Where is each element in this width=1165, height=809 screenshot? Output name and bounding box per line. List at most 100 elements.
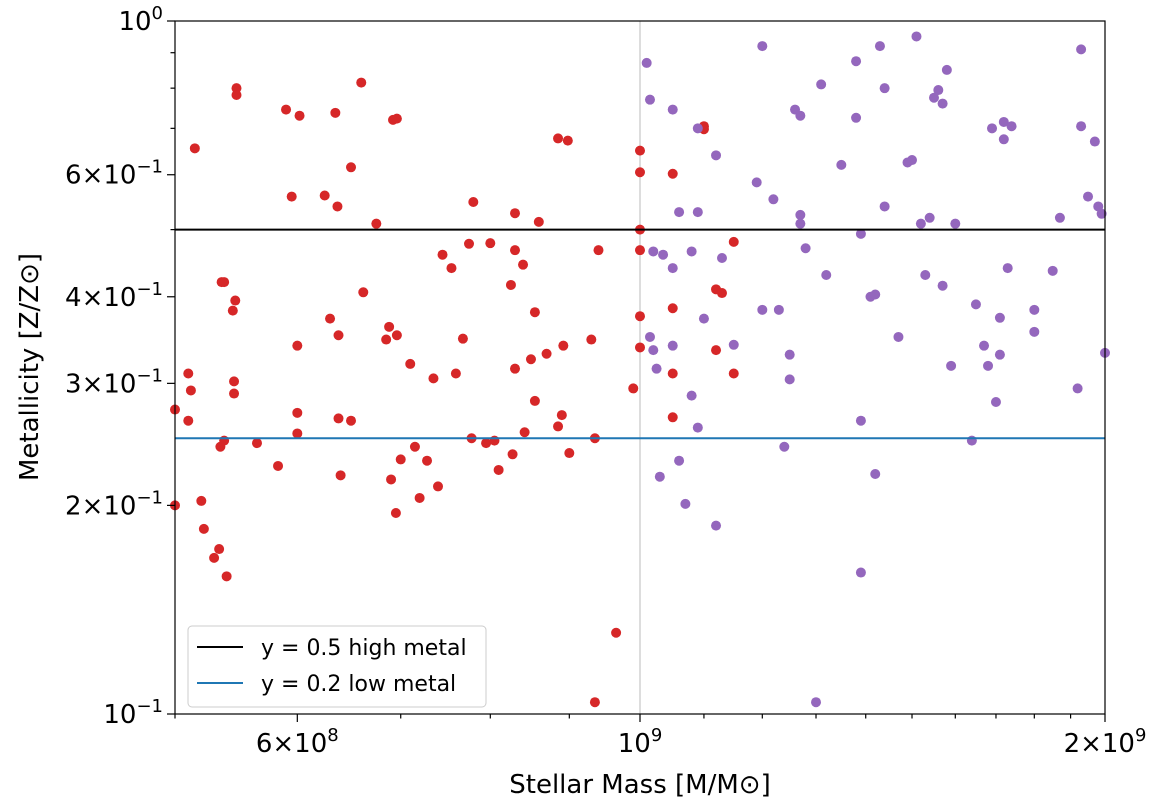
scatter-point bbox=[674, 207, 685, 218]
scatter-point bbox=[667, 303, 678, 314]
scatter-point bbox=[330, 107, 341, 118]
scatter-point bbox=[468, 197, 479, 208]
scatter-point bbox=[414, 492, 425, 503]
y-tick-label: 10−1 bbox=[103, 696, 163, 730]
scatter-point bbox=[784, 349, 795, 360]
scatter-point bbox=[692, 207, 703, 218]
scatter-point bbox=[457, 333, 468, 344]
scatter-point bbox=[795, 110, 806, 121]
scatter-point bbox=[529, 395, 540, 406]
scatter-point bbox=[183, 415, 194, 426]
scatter-point bbox=[1083, 191, 1094, 202]
scatter-point bbox=[821, 270, 832, 281]
scatter-point bbox=[333, 413, 344, 424]
points-layer bbox=[170, 31, 1110, 708]
scatter-point bbox=[768, 194, 779, 205]
scatter-point bbox=[564, 448, 575, 459]
scatter-point bbox=[464, 238, 475, 249]
scatter-point bbox=[757, 41, 768, 52]
scatter-point bbox=[533, 216, 544, 227]
scatter-point bbox=[558, 340, 569, 351]
scatter-point bbox=[332, 201, 343, 212]
scatter-point bbox=[481, 438, 492, 449]
scatter-point bbox=[391, 113, 402, 124]
scatter-point bbox=[433, 481, 444, 492]
scatter-point bbox=[510, 208, 521, 219]
scatter-point bbox=[929, 92, 940, 103]
scatter-point bbox=[593, 245, 604, 256]
scatter-point bbox=[231, 90, 242, 101]
y-axis-label: Metallicity [Z/Z⊙] bbox=[15, 253, 45, 481]
scatter-point bbox=[231, 83, 242, 94]
scatter-point bbox=[335, 470, 346, 481]
scatter-point bbox=[870, 289, 881, 300]
scatter-point bbox=[183, 368, 194, 379]
scatter-point bbox=[333, 330, 344, 341]
scatter-point bbox=[692, 422, 703, 433]
scatter-point bbox=[493, 464, 504, 475]
x-tick-label: 109 bbox=[618, 725, 663, 759]
scatter-point bbox=[221, 571, 232, 582]
scatter-point bbox=[405, 358, 416, 369]
scatter-point bbox=[586, 334, 597, 345]
scatter-point bbox=[937, 280, 948, 291]
scatter-point bbox=[667, 412, 678, 423]
scatter-point bbox=[667, 168, 678, 179]
scatter-point bbox=[1006, 121, 1017, 132]
scatter-point bbox=[422, 455, 433, 466]
y-tick-label: 4×10−1 bbox=[65, 279, 163, 313]
scatter-point bbox=[648, 246, 659, 257]
scatter-point bbox=[1054, 212, 1065, 223]
scatter-point bbox=[635, 342, 645, 353]
scatter-point bbox=[851, 56, 862, 67]
scatter-point bbox=[395, 454, 406, 465]
scatter-point bbox=[933, 85, 944, 96]
scatter-point bbox=[941, 64, 952, 75]
scatter-point bbox=[1002, 263, 1013, 274]
scatter-point bbox=[384, 321, 395, 332]
scatter-point bbox=[998, 116, 1009, 127]
scatter-point bbox=[450, 368, 461, 379]
scatter-point bbox=[346, 162, 357, 173]
scatter-point bbox=[562, 135, 573, 146]
legend: y = 0.5 high metal y = 0.2 low metal bbox=[187, 625, 487, 708]
scatter-point bbox=[292, 428, 303, 439]
scatter-point bbox=[990, 396, 1001, 407]
scatter-point bbox=[686, 390, 697, 401]
scatter-point bbox=[641, 57, 652, 68]
scatter-point bbox=[983, 360, 994, 371]
scatter-point bbox=[428, 373, 439, 384]
scatter-point bbox=[185, 385, 196, 396]
y-tick-label: 100 bbox=[118, 3, 163, 37]
scatter-point bbox=[716, 252, 727, 263]
scatter-point bbox=[214, 544, 225, 555]
scatter-point bbox=[686, 246, 697, 257]
scatter-point bbox=[1072, 383, 1083, 394]
legend-label-low-metal: y = 0.2 low metal bbox=[261, 672, 456, 697]
scatter-point bbox=[1096, 208, 1107, 219]
scatter-point bbox=[779, 441, 790, 452]
scatter-point bbox=[281, 104, 292, 115]
scatter-point bbox=[505, 279, 516, 290]
scatter-point bbox=[292, 340, 303, 351]
scatter-point bbox=[970, 299, 981, 310]
scatter-point bbox=[680, 498, 691, 509]
scatter-point bbox=[346, 415, 357, 426]
scatter-point bbox=[998, 134, 1009, 145]
y-tick-label: 2×10−1 bbox=[65, 487, 163, 521]
scatter-point bbox=[648, 345, 659, 356]
scatter-point bbox=[229, 376, 240, 387]
scatter-point bbox=[773, 304, 784, 315]
scatter-point bbox=[728, 236, 739, 247]
scatter-point bbox=[525, 354, 536, 365]
scatter-point bbox=[229, 388, 240, 399]
scatter-point bbox=[209, 552, 220, 563]
scatter-point bbox=[356, 77, 367, 88]
scatter-point bbox=[196, 495, 207, 506]
scatter-point bbox=[189, 143, 200, 154]
scatter-point bbox=[437, 249, 448, 260]
scatter-point bbox=[292, 407, 303, 418]
x-tick-label: 6×108 bbox=[256, 725, 339, 759]
scatter-point bbox=[1047, 265, 1058, 276]
scatter-point bbox=[711, 520, 722, 531]
